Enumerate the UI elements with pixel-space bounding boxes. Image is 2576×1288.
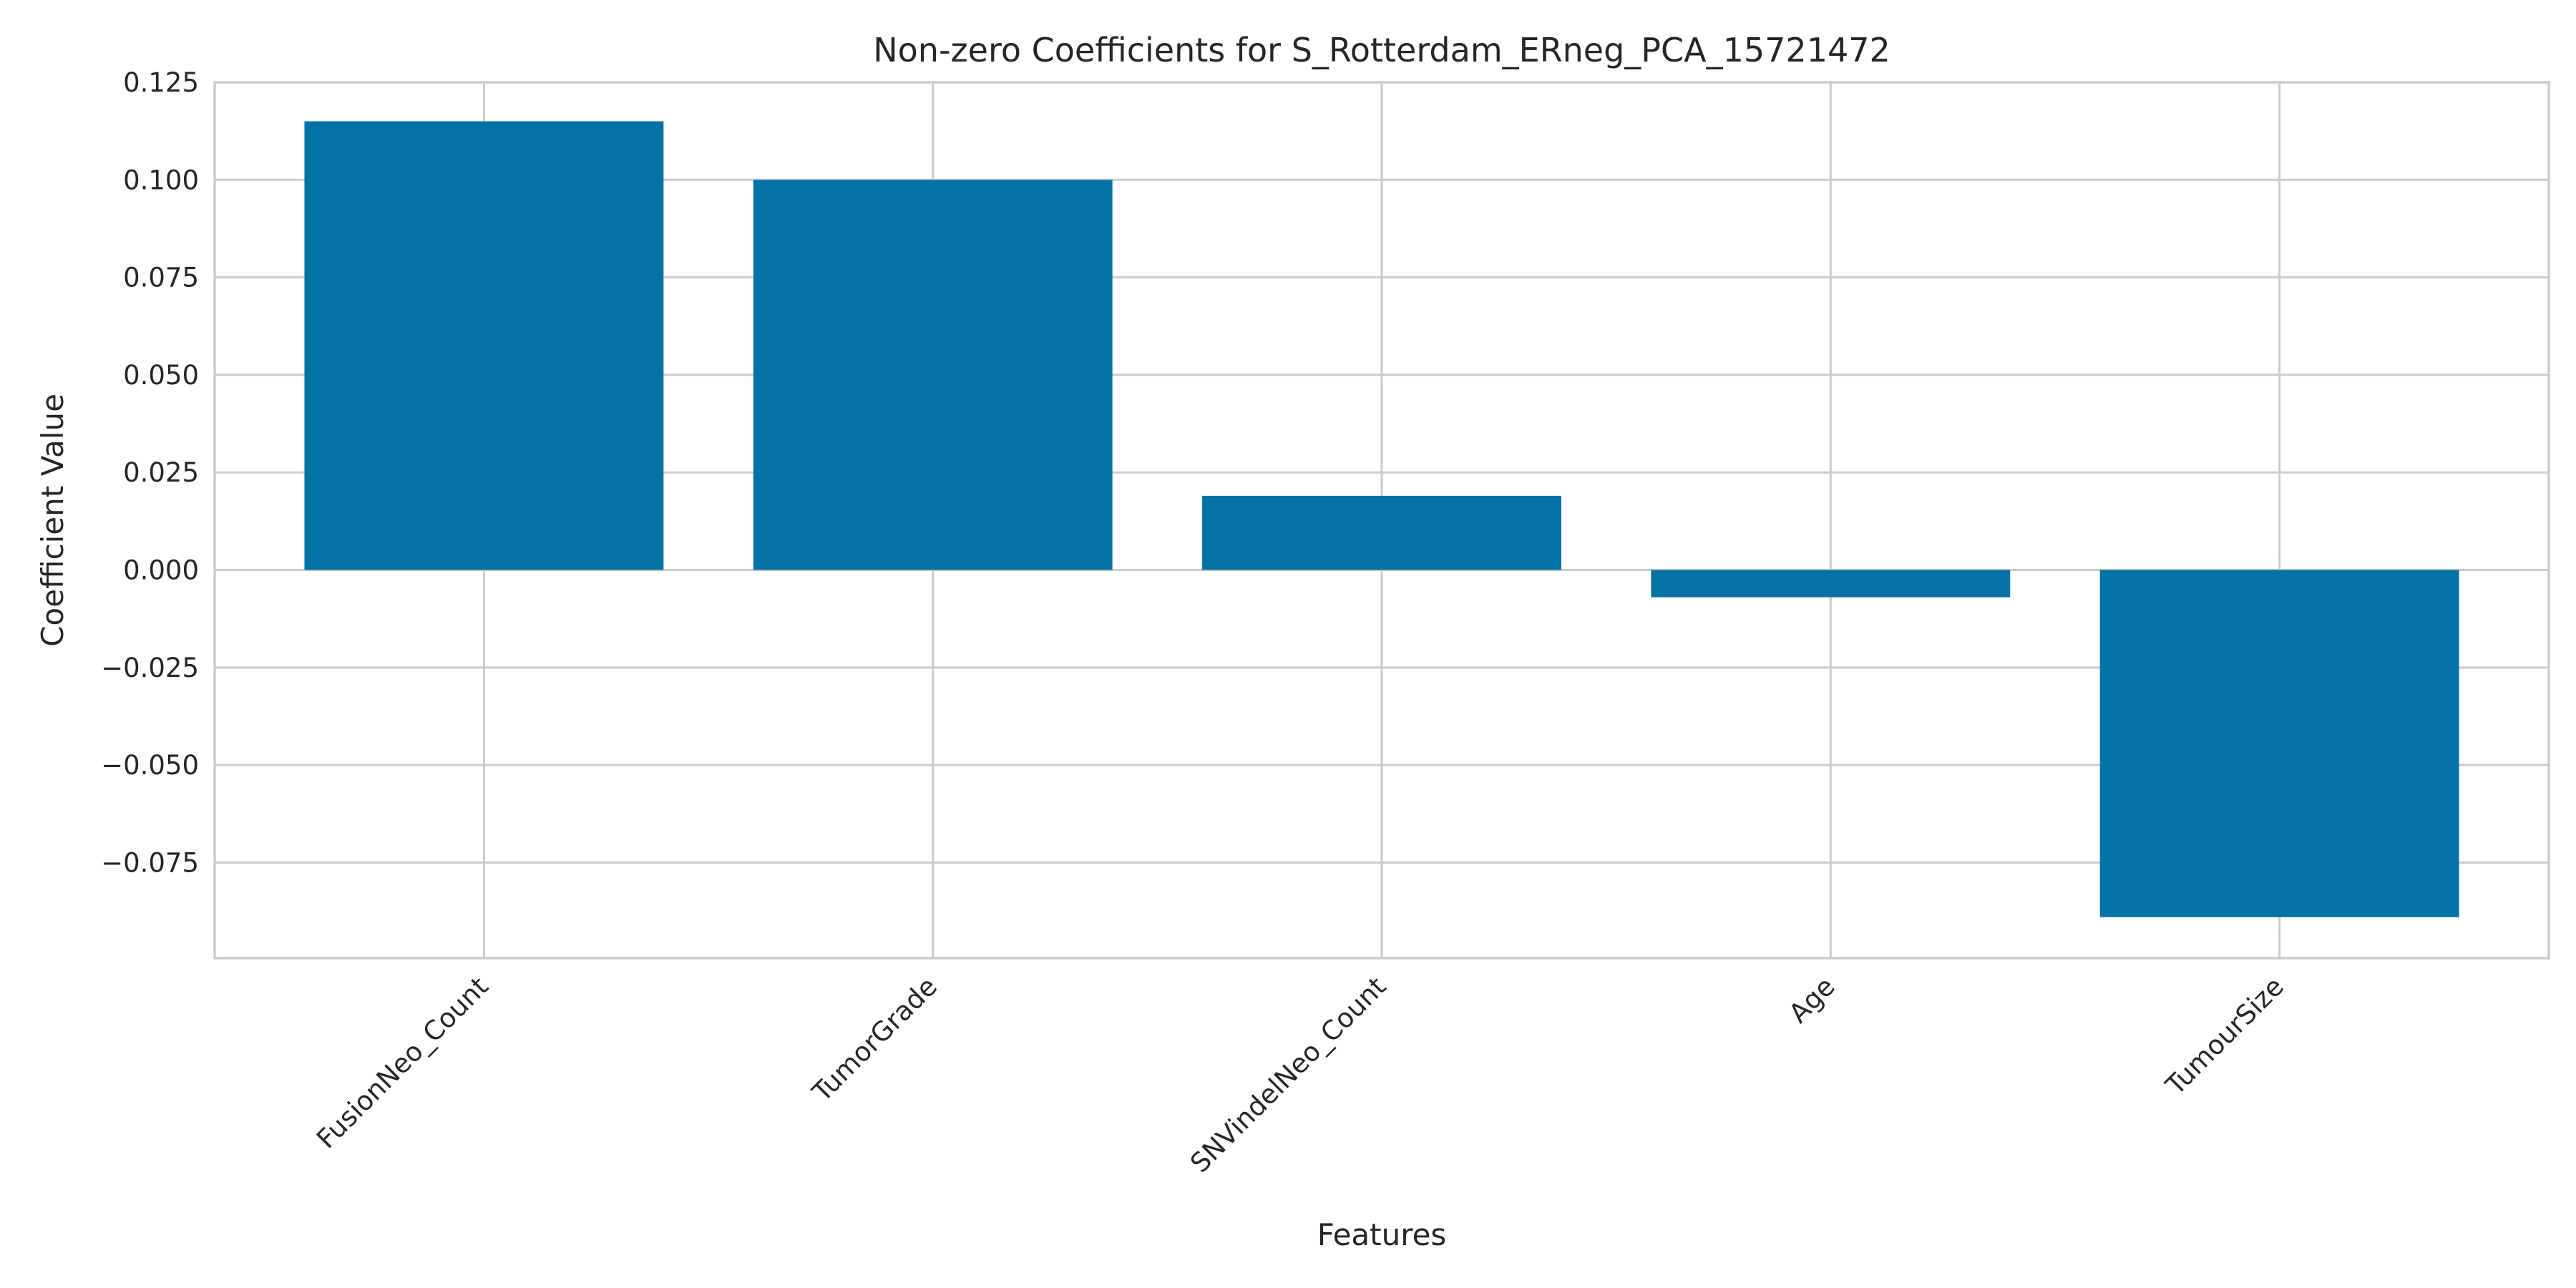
x-axis-ticks: FusionNeo_Count TumorGrade SNVindelNeo_Cou… [311,971,2290,1179]
x-tick-label: TumorGrade [806,971,943,1108]
y-tick-label: 0.075 [123,263,199,293]
x-tick-label: SNVindelNeo_Count [1184,971,1392,1179]
y-tick-label: −0.025 [101,653,199,683]
y-tick-label: 0.025 [123,457,199,488]
x-tick-label: FusionNeo_Count [311,971,494,1155]
plot-area-frame [213,81,2550,960]
y-tick-label: −0.075 [101,847,199,878]
y-tick-label: 0.100 [123,165,199,195]
bar-age[interactable] [1651,570,2011,597]
y-tick-label: −0.050 [101,750,199,781]
bar-tumorgrade[interactable] [753,180,1113,570]
x-tick-label: Age [1783,971,1841,1029]
bar-fusionneo-count[interactable] [304,121,664,570]
y-tick-label: 0.050 [123,360,199,391]
y-axis-ticks: 0.125 0.100 0.075 0.050 0.025 0.000 −0.025 −0.0… [101,67,199,878]
x-tick-label: TumourSize [2160,971,2290,1101]
bar-snvindelneo-count[interactable] [1202,495,1561,570]
y-tick-label: 0.125 [123,67,199,98]
y-axis-label: Coefficient Value [35,394,70,647]
x-axis-label: Features [1317,1217,1447,1252]
chart-title: Non-zero Coefficients for S_Rotterdam_ER… [873,31,1890,69]
y-tick-label: 0.000 [123,555,199,586]
bar-tumoursize[interactable] [2099,570,2459,917]
bars [304,121,2459,917]
